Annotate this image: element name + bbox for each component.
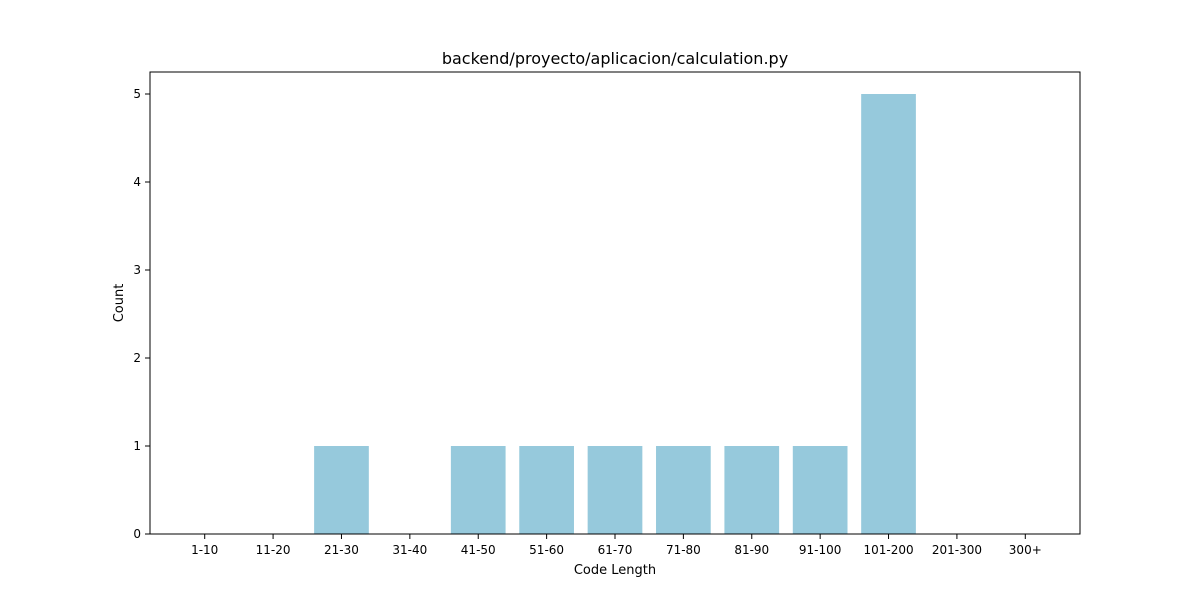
bar-61-70	[587, 446, 643, 534]
x-tick-label: 81-90	[734, 543, 769, 557]
bars-layer	[314, 94, 916, 534]
bar-21-30	[314, 446, 369, 534]
y-tick-label: 2	[133, 351, 141, 365]
y-tick-label: 0	[133, 527, 141, 541]
x-tick-label: 31-40	[392, 543, 427, 557]
bar-101-200	[861, 94, 916, 534]
bar-51-60	[519, 446, 574, 534]
x-tick-label: 300+	[1009, 543, 1042, 557]
x-tick-label: 51-60	[529, 543, 564, 557]
bar-71-80	[656, 446, 711, 534]
x-tick-label: 1-10	[191, 543, 218, 557]
y-axis-ticks: 0 1 2 3 4 5	[133, 87, 150, 541]
x-tick-label: 41-50	[461, 543, 496, 557]
x-tick-label: 11-20	[256, 543, 291, 557]
x-tick-label: 201-300	[932, 543, 982, 557]
chart-title: backend/proyecto/aplicacion/calculation.…	[442, 49, 788, 68]
x-tick-label: 71-80	[666, 543, 701, 557]
y-tick-label: 3	[133, 263, 141, 277]
y-tick-label: 4	[133, 175, 141, 189]
bar-91-100	[792, 446, 848, 534]
x-tick-label: 21-30	[324, 543, 359, 557]
bar-81-90	[724, 446, 780, 534]
y-tick-label: 5	[133, 87, 141, 101]
x-axis-ticks: 1-10 11-20 21-30 31-40 41-50 51-60 61-70 71-80 8…	[191, 534, 1042, 557]
x-axis-label: Code Length	[574, 563, 656, 578]
x-tick-label: 101-200	[863, 543, 913, 557]
bar-41-50	[450, 446, 506, 534]
x-tick-label: 91-100	[799, 543, 842, 557]
y-axis-label: Count	[112, 284, 127, 323]
x-tick-label: 61-70	[598, 543, 633, 557]
y-tick-label: 1	[133, 439, 141, 453]
